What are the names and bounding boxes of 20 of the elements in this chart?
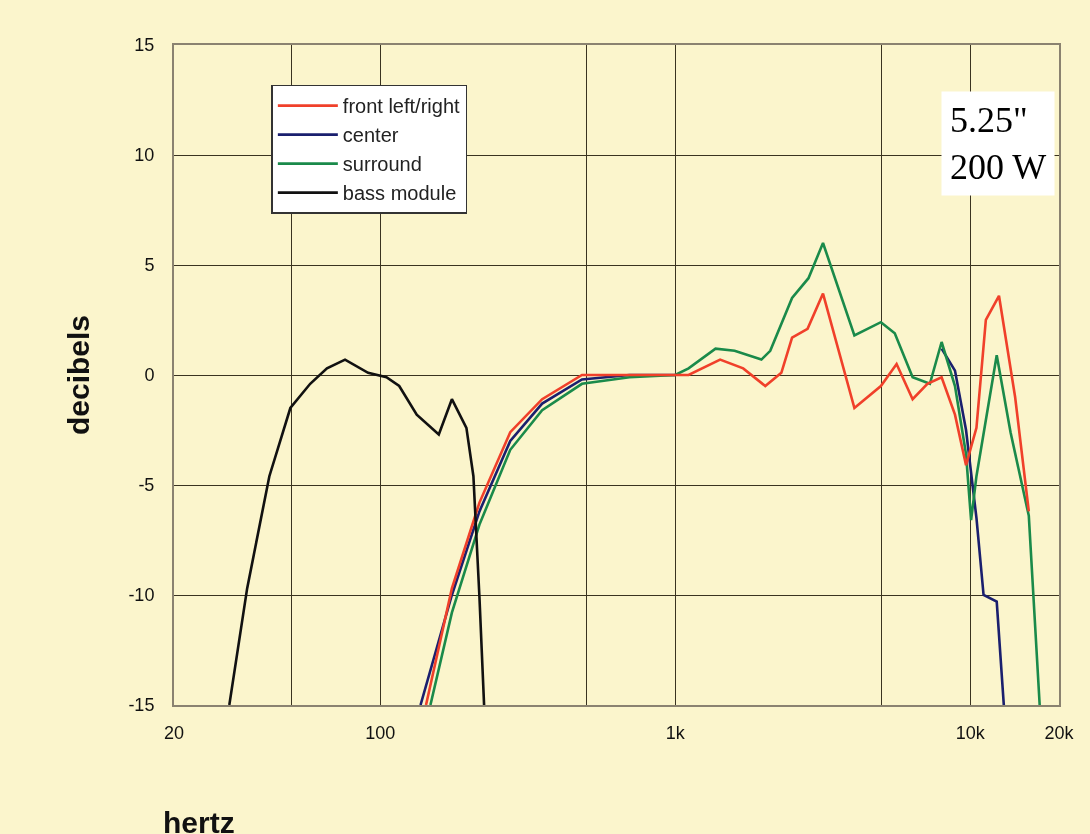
y-axis-title: decibels [61,314,95,436]
y-tick-label: 5 [144,255,155,276]
x-tick-label: 20 [163,722,185,743]
annotation: 200 W [950,146,1047,187]
y-tick-label: -5 [138,475,155,496]
x-axis-title: hertz [163,806,235,834]
annotation: 5.25" [950,100,1028,140]
legend-label: bass module [342,182,457,205]
legend-label: surround [342,153,422,176]
x-tick-label: 20k [1044,722,1075,743]
legend-label: front left/right [342,95,461,118]
y-tick-label: 10 [134,145,155,166]
x-tick-label: 1k [665,722,686,743]
x-tick-label: 10k [955,722,986,743]
x-tick-label: 100 [365,722,396,743]
y-tick-label: 0 [144,365,155,386]
y-tick-label: -10 [128,585,155,606]
y-tick-label: -15 [128,695,155,716]
legend-label: center [342,124,399,147]
y-tick-label: 15 [134,35,155,56]
